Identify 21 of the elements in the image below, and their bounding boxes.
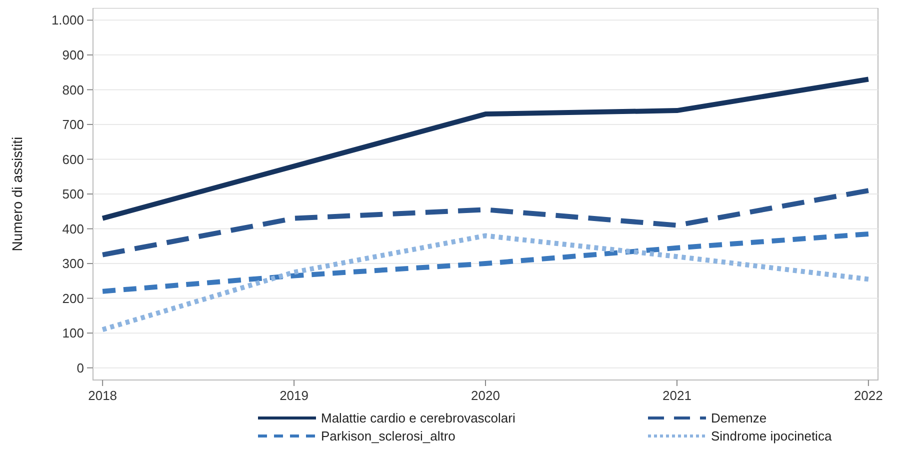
x-tick-label: 2021 bbox=[662, 388, 692, 403]
legend-label: Sindrome ipocinetica bbox=[711, 428, 832, 444]
legend-label: Malattie cardio e cerebrovascolari bbox=[321, 410, 516, 426]
legend-label: Demenze bbox=[711, 410, 767, 426]
y-tick-label: 500 bbox=[62, 186, 84, 202]
x-tick-label: 2020 bbox=[471, 388, 500, 403]
y-tick-label: 900 bbox=[62, 47, 84, 62]
y-tick-label: 0 bbox=[76, 360, 84, 376]
x-tick-label: 2019 bbox=[280, 388, 308, 403]
y-tick-label: 800 bbox=[62, 82, 84, 98]
x-tick-label: 2018 bbox=[88, 388, 118, 403]
y-tick-label: 400 bbox=[62, 221, 84, 236]
y-tick-label: 1.000 bbox=[51, 12, 84, 28]
x-tick-label: 2022 bbox=[854, 388, 883, 403]
y-tick-label: 200 bbox=[62, 290, 84, 306]
y-tick-label: 700 bbox=[62, 117, 84, 132]
y-tick-label: 300 bbox=[62, 256, 84, 272]
y-tick-label: 100 bbox=[62, 326, 84, 341]
legend-label: Parkison_sclerosi_altro bbox=[321, 428, 456, 444]
y-axis-title: Numero di assistiti bbox=[9, 136, 25, 252]
y-tick-label: 600 bbox=[62, 152, 84, 167]
